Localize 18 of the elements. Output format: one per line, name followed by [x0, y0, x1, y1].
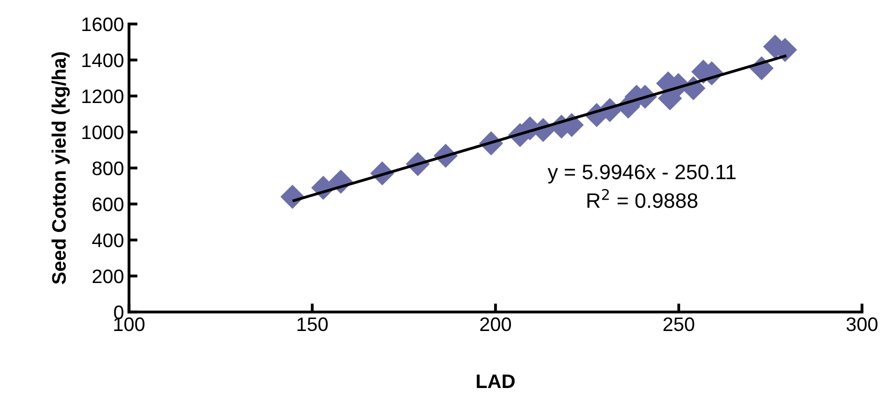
y-tick-label: 1600: [82, 17, 124, 32]
y-tick-label: 600: [92, 197, 124, 212]
y-tick-label: 1200: [82, 89, 124, 104]
y-tick-label: 1400: [82, 53, 124, 68]
y-tick-label: 0: [114, 305, 124, 320]
y-tick-label: 1000: [82, 125, 124, 140]
x-tick-label: 200: [480, 317, 511, 332]
annotation: R$^{2}$ = 0.9888: [587, 188, 698, 208]
x-axis-title: LAD: [476, 374, 515, 388]
y-tick-label: 800: [92, 161, 124, 176]
x-tick-label: 100: [114, 317, 144, 332]
x-tick-label: 150: [298, 317, 328, 332]
x-tick-label: 250: [664, 317, 694, 332]
y-tick-label: 200: [92, 269, 124, 284]
annotation: y = 5.9946x - 250.11: [548, 164, 736, 184]
y-axis-title: Seed Cotton yield (kg/ha): [52, 52, 70, 284]
x-tick-label: 300: [846, 317, 878, 332]
y-tick-label: 400: [92, 233, 124, 248]
